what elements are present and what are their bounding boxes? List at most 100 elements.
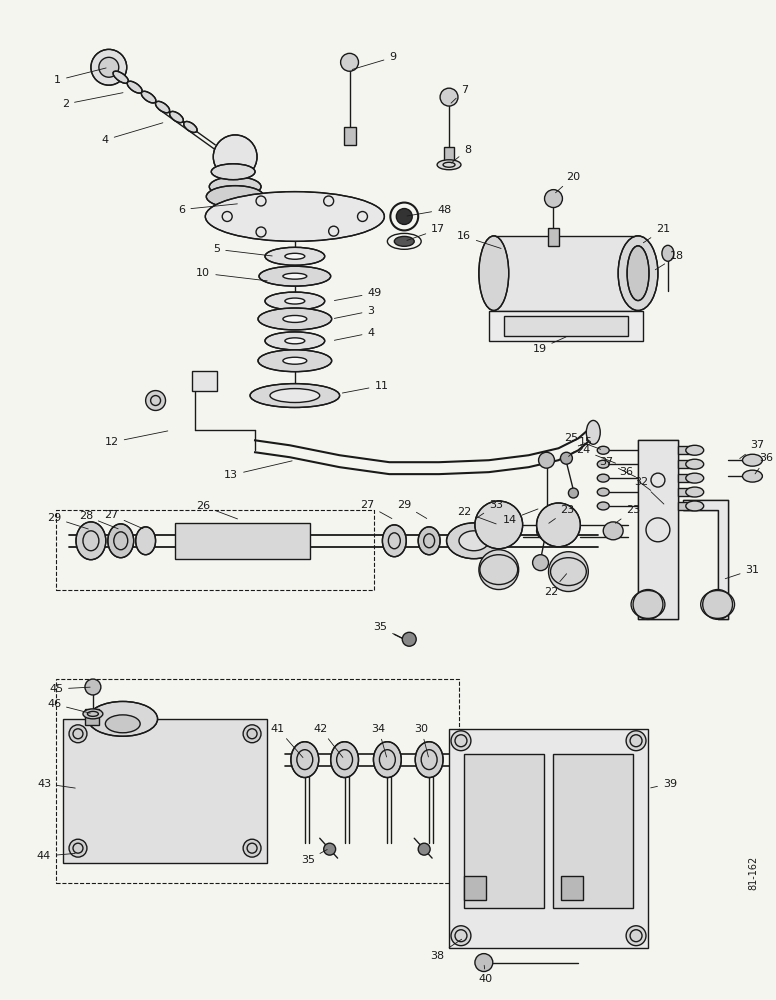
Ellipse shape xyxy=(283,273,307,279)
Ellipse shape xyxy=(341,53,359,71)
Circle shape xyxy=(549,552,588,592)
Circle shape xyxy=(568,488,578,498)
Ellipse shape xyxy=(184,121,197,132)
Ellipse shape xyxy=(686,501,704,511)
Ellipse shape xyxy=(141,91,156,103)
Text: 37: 37 xyxy=(599,457,636,477)
Ellipse shape xyxy=(136,527,155,555)
Text: 9: 9 xyxy=(352,52,397,69)
Ellipse shape xyxy=(250,384,340,407)
Ellipse shape xyxy=(662,245,674,261)
Ellipse shape xyxy=(686,459,704,469)
Bar xyxy=(489,311,643,341)
Text: 29: 29 xyxy=(47,513,88,529)
Text: 28: 28 xyxy=(78,511,118,529)
Circle shape xyxy=(703,590,733,619)
Bar xyxy=(553,754,633,908)
Text: 27: 27 xyxy=(360,500,392,519)
Bar xyxy=(677,446,691,454)
Ellipse shape xyxy=(127,81,142,93)
Text: 40: 40 xyxy=(479,965,493,984)
Ellipse shape xyxy=(618,236,658,310)
Bar xyxy=(192,371,217,391)
Ellipse shape xyxy=(331,742,359,778)
Text: 12: 12 xyxy=(105,431,168,447)
Text: 44: 44 xyxy=(37,851,75,861)
Ellipse shape xyxy=(88,701,158,736)
Bar xyxy=(63,719,267,863)
Ellipse shape xyxy=(415,742,443,778)
Bar xyxy=(444,147,454,163)
Text: 34: 34 xyxy=(372,724,386,757)
Text: 43: 43 xyxy=(37,779,75,789)
Ellipse shape xyxy=(258,308,331,330)
Ellipse shape xyxy=(440,88,458,106)
Ellipse shape xyxy=(211,164,255,180)
Text: 39: 39 xyxy=(651,779,677,789)
Text: 37: 37 xyxy=(740,440,764,459)
Circle shape xyxy=(451,731,471,751)
Bar xyxy=(464,876,486,900)
Text: 22: 22 xyxy=(544,574,566,597)
Circle shape xyxy=(475,501,523,549)
Circle shape xyxy=(69,839,87,857)
Ellipse shape xyxy=(598,474,609,482)
Text: 13: 13 xyxy=(224,461,292,480)
Ellipse shape xyxy=(285,253,305,259)
Circle shape xyxy=(626,926,646,946)
Ellipse shape xyxy=(627,246,649,301)
Text: 48: 48 xyxy=(407,205,452,216)
Text: 4: 4 xyxy=(334,328,375,340)
Bar xyxy=(175,523,310,559)
Text: 17: 17 xyxy=(407,224,445,240)
Ellipse shape xyxy=(258,350,331,372)
Text: 46: 46 xyxy=(47,699,90,713)
Ellipse shape xyxy=(283,315,307,322)
Ellipse shape xyxy=(170,111,183,123)
Ellipse shape xyxy=(265,332,324,350)
Bar xyxy=(85,709,99,725)
Text: 29: 29 xyxy=(397,500,427,518)
Ellipse shape xyxy=(479,236,509,310)
Text: 31: 31 xyxy=(726,565,760,579)
Text: 3: 3 xyxy=(334,306,375,318)
Ellipse shape xyxy=(394,236,414,246)
Bar xyxy=(562,876,584,900)
Text: 4: 4 xyxy=(102,123,163,145)
Bar xyxy=(677,502,691,510)
Ellipse shape xyxy=(85,679,101,695)
Circle shape xyxy=(539,452,555,468)
Text: 30: 30 xyxy=(414,724,428,757)
Circle shape xyxy=(418,843,430,855)
Text: 24: 24 xyxy=(576,445,615,463)
Circle shape xyxy=(243,839,261,857)
Ellipse shape xyxy=(603,522,623,540)
Ellipse shape xyxy=(598,502,609,510)
Text: 16: 16 xyxy=(457,231,501,248)
Text: 81-162: 81-162 xyxy=(748,856,758,890)
Text: 2: 2 xyxy=(62,93,123,109)
Ellipse shape xyxy=(446,523,501,559)
Circle shape xyxy=(536,503,580,547)
Bar xyxy=(449,729,648,948)
Text: 33: 33 xyxy=(476,500,503,518)
Ellipse shape xyxy=(291,742,319,778)
Circle shape xyxy=(146,391,165,410)
Ellipse shape xyxy=(106,715,140,733)
Ellipse shape xyxy=(285,338,305,344)
Ellipse shape xyxy=(265,247,324,265)
Text: 41: 41 xyxy=(271,724,303,758)
Text: 35: 35 xyxy=(373,622,402,638)
Ellipse shape xyxy=(83,709,103,719)
Ellipse shape xyxy=(373,742,401,778)
Text: 18: 18 xyxy=(655,251,684,270)
Circle shape xyxy=(560,452,573,464)
Ellipse shape xyxy=(283,357,307,364)
Text: 19: 19 xyxy=(532,337,566,354)
Ellipse shape xyxy=(76,522,106,560)
Text: 14: 14 xyxy=(503,509,538,525)
Text: 42: 42 xyxy=(314,724,343,757)
Text: 22: 22 xyxy=(456,507,496,524)
Text: 23: 23 xyxy=(615,505,640,523)
Text: 10: 10 xyxy=(196,268,267,281)
